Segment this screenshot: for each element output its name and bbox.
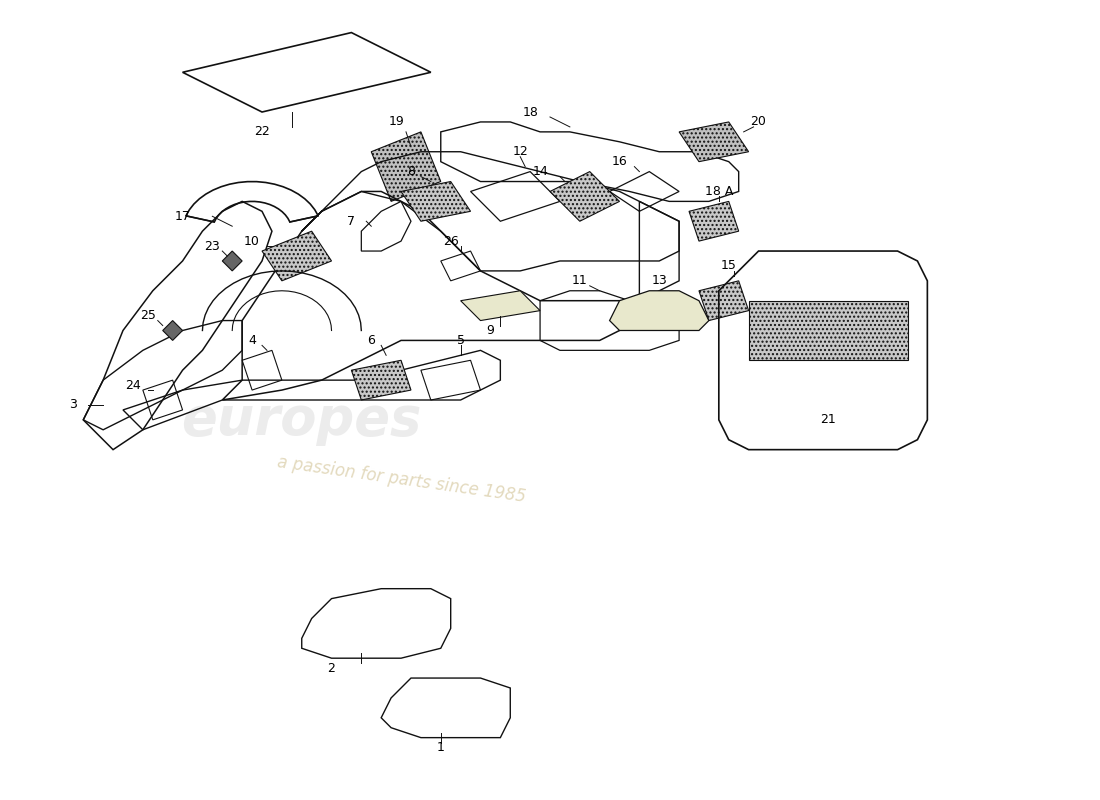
Polygon shape [222,251,242,271]
Polygon shape [163,321,183,341]
Polygon shape [689,202,739,241]
Text: 17: 17 [175,210,190,222]
Text: 24: 24 [125,378,141,392]
Text: 14: 14 [532,165,548,178]
Text: 20: 20 [750,115,767,129]
Text: 8: 8 [407,165,415,178]
Text: 18 A: 18 A [705,185,733,198]
Text: 15: 15 [720,259,737,273]
Polygon shape [461,290,540,321]
Polygon shape [372,132,441,202]
Text: 9: 9 [486,324,494,337]
Text: 26: 26 [443,234,459,248]
Polygon shape [550,171,619,222]
Text: 23: 23 [205,239,220,253]
Text: 2: 2 [328,662,336,674]
Polygon shape [749,301,907,360]
Polygon shape [698,281,749,321]
Polygon shape [262,231,331,281]
Text: 18: 18 [522,106,538,118]
Polygon shape [402,182,471,222]
Polygon shape [609,290,708,330]
Text: a passion for parts since 1985: a passion for parts since 1985 [275,453,527,506]
Text: 6: 6 [367,334,375,347]
Text: 4: 4 [249,334,256,347]
Text: 5: 5 [456,334,464,347]
Text: europes: europes [182,394,422,446]
Text: 22: 22 [254,126,270,138]
Text: 11: 11 [572,274,587,287]
Text: 3: 3 [69,398,77,411]
Text: 10: 10 [244,234,260,248]
Polygon shape [351,360,411,400]
Text: 13: 13 [651,274,667,287]
Text: 25: 25 [140,309,156,322]
Text: 1: 1 [437,741,444,754]
Text: 16: 16 [612,155,627,168]
Text: 12: 12 [513,146,528,158]
Text: 21: 21 [821,414,836,426]
Text: 19: 19 [388,115,404,129]
Polygon shape [679,122,749,162]
Text: 7: 7 [348,214,355,228]
